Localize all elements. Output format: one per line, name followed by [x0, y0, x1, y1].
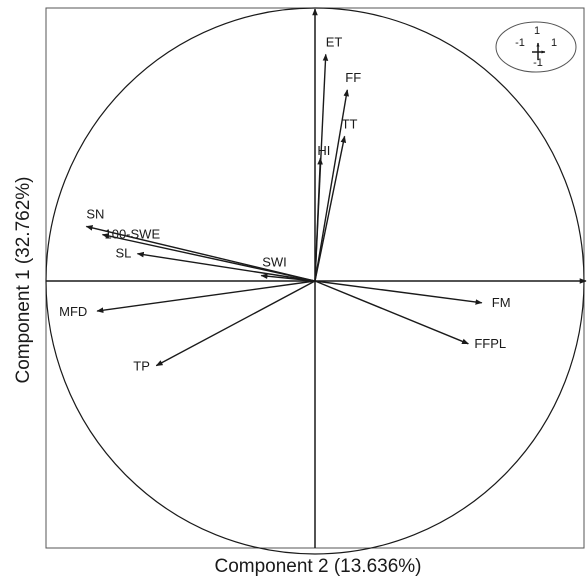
x-axis-title: Component 2 (13.636%)	[214, 556, 422, 577]
y-axis-title: Component 1 (32.762%)	[13, 176, 34, 384]
vector-label-et: ET	[326, 34, 343, 49]
vector-sn	[85, 225, 316, 282]
vector-tp	[155, 280, 316, 367]
vector-ffpl	[314, 280, 469, 345]
vector-label-sn: SN	[86, 206, 104, 221]
vector-label-ffpl: FFPL	[474, 336, 506, 351]
inset-legend: 1 -1 1 -1	[495, 21, 577, 73]
vector-label-tp: TP	[133, 359, 150, 374]
inset-circle	[495, 21, 577, 73]
vector-sl	[136, 251, 316, 282]
vector-label-100-swe: 100-SWE	[104, 227, 160, 242]
vector-ff	[314, 89, 349, 282]
vector-label-tt: TT	[342, 116, 358, 131]
vector-fm	[314, 280, 483, 305]
vector-label-fm: FM	[492, 295, 511, 310]
vector-swi	[260, 273, 316, 282]
vector-mfd	[96, 280, 316, 313]
vector-label-hi: HI	[317, 143, 330, 158]
inset-label-bottom: -1	[533, 57, 543, 69]
vector-100-swe	[101, 233, 316, 282]
vector-hi	[314, 157, 323, 282]
vector-label-sl: SL	[115, 246, 131, 261]
inset-label-top: 1	[534, 25, 540, 37]
vector-label-ff: FF	[345, 70, 361, 85]
vector-label-mfd: MFD	[59, 304, 87, 319]
inset-label-right: 1	[551, 37, 557, 49]
vector-label-swi: SWI	[262, 255, 287, 270]
inset-label-left: -1	[515, 37, 525, 49]
vector-tt	[314, 135, 347, 282]
